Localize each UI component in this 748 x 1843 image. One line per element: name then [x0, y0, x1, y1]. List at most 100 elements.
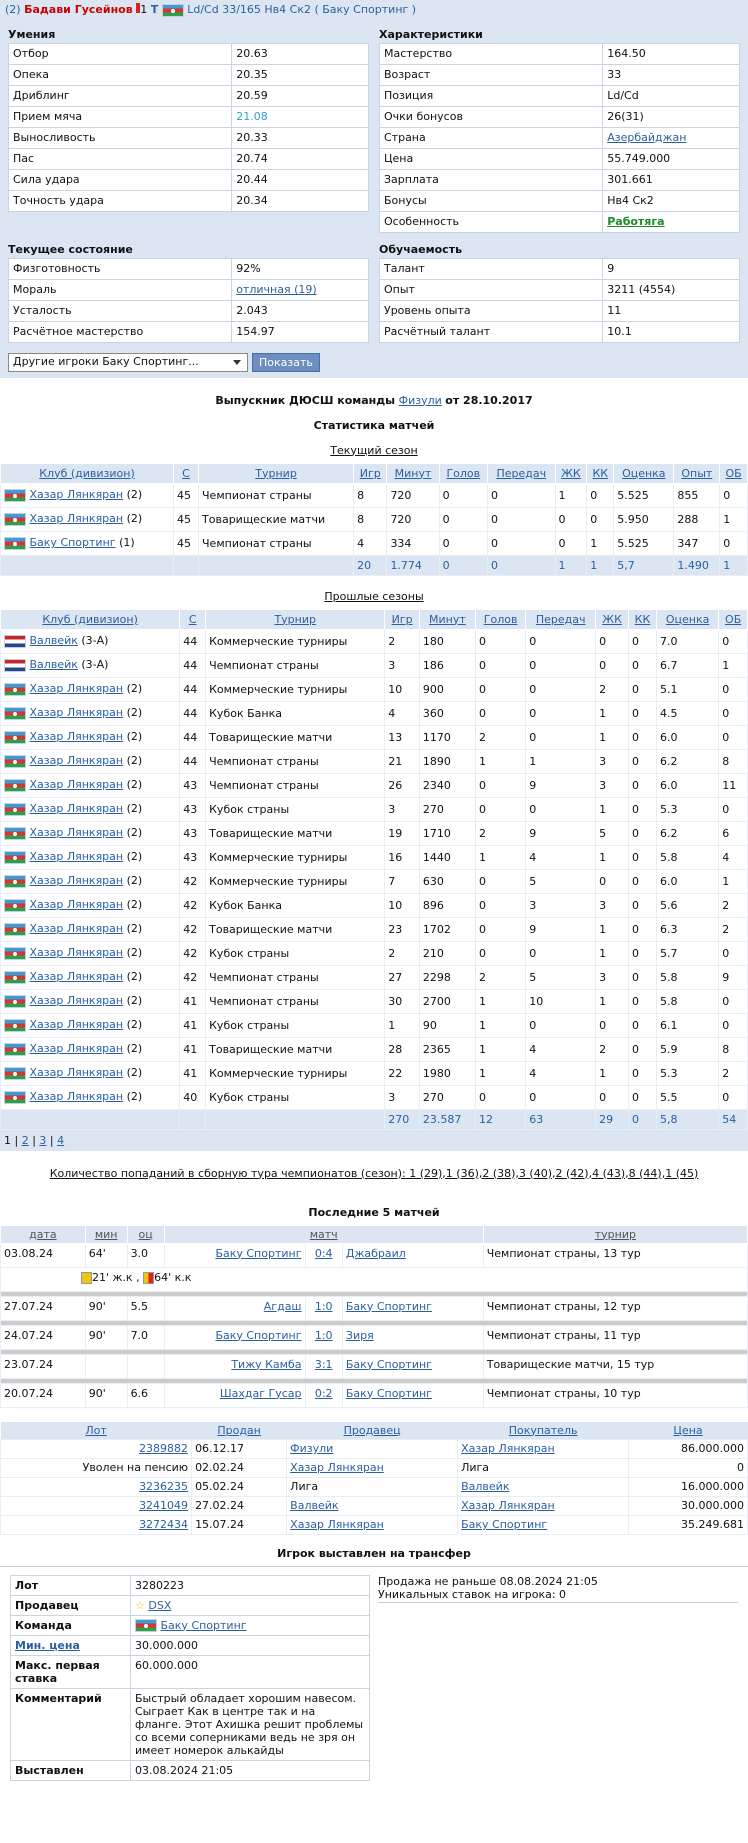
- club-link[interactable]: Хазар Лянкяран: [29, 488, 124, 502]
- cell: 2: [384, 628, 420, 654]
- club-link[interactable]: Хазар Лянкяран: [29, 850, 124, 864]
- page-3-link[interactable]: 3: [39, 1133, 47, 1147]
- club-link[interactable]: Хазар Лянкяран: [29, 778, 124, 792]
- club-link[interactable]: Хазар Лянкяран: [29, 826, 124, 840]
- club-link[interactable]: Валвейк: [29, 658, 78, 672]
- club-link[interactable]: Хазар Лянкяран: [29, 922, 124, 936]
- team-link[interactable]: Хазар Лянкяран: [290, 1518, 384, 1531]
- show-button[interactable]: Показать: [252, 352, 320, 372]
- column-header[interactable]: Турнир: [198, 462, 355, 484]
- club-link[interactable]: Хазар Лянкяран: [29, 1018, 124, 1032]
- club-link[interactable]: Хазар Лянкяран: [29, 512, 124, 526]
- grad-club-link[interactable]: Физули: [398, 393, 442, 407]
- away-team-link[interactable]: Баку Спортинг: [345, 1357, 432, 1371]
- away-team-link[interactable]: Джабраил: [345, 1246, 406, 1260]
- column-header[interactable]: Цена: [628, 1421, 748, 1439]
- kv-link[interactable]: отличная (19): [236, 283, 317, 296]
- club-link[interactable]: Хазар Лянкяран: [29, 802, 124, 816]
- kv-key: Усталость: [7, 299, 233, 322]
- club-link[interactable]: Хазар Лянкяран: [29, 1090, 124, 1104]
- column-header[interactable]: Голов: [438, 462, 489, 484]
- team-link[interactable]: Хазар Лянкяран: [461, 1499, 555, 1512]
- azerbaijan-flag-icon: [4, 1090, 26, 1104]
- team-link[interactable]: Валвейк: [290, 1499, 339, 1512]
- column-header[interactable]: Опыт: [673, 462, 721, 484]
- home-team-link[interactable]: Баку Спортинг: [215, 1246, 302, 1260]
- column-header[interactable]: Покупатель: [457, 1421, 629, 1439]
- page-4-link[interactable]: 4: [57, 1133, 65, 1147]
- club-link[interactable]: Хазар Лянкяран: [29, 754, 124, 768]
- column-header[interactable]: Клуб (дивизион): [0, 462, 174, 484]
- column-header[interactable]: С: [179, 608, 207, 630]
- cell: 3.0: [126, 1242, 165, 1268]
- column-header[interactable]: Продавец: [286, 1421, 458, 1439]
- team-link[interactable]: Хазар Лянкяран: [290, 1461, 384, 1474]
- column-header[interactable]: ЖК: [595, 608, 630, 630]
- score-link[interactable]: 3:1: [314, 1357, 333, 1371]
- team-of-tour-line[interactable]: Количество попаданий в сборную тура чемп…: [49, 1166, 699, 1180]
- kv-link[interactable]: Работяга: [607, 215, 665, 228]
- away-team-link[interactable]: Баку Спортинг: [345, 1386, 432, 1400]
- column-header[interactable]: КК: [586, 462, 615, 484]
- column-header[interactable]: Лот: [0, 1421, 192, 1439]
- column-header[interactable]: Передач: [525, 608, 597, 630]
- team-link[interactable]: Физули: [290, 1442, 334, 1455]
- team-link[interactable]: Баку Спортинг: [461, 1518, 548, 1531]
- away-team-link[interactable]: Зиря: [345, 1328, 374, 1342]
- other-players-select[interactable]: Другие игроки Баку Спортинг...: [8, 352, 248, 372]
- cell: 6.7: [655, 652, 720, 678]
- lot-link[interactable]: 3241049: [139, 1499, 189, 1512]
- column-header[interactable]: КК: [628, 608, 657, 630]
- home-team-link[interactable]: Шахдаг Гусар: [219, 1386, 302, 1400]
- column-header[interactable]: ОБ: [718, 608, 748, 630]
- home-team-link[interactable]: Баку Спортинг: [215, 1328, 302, 1342]
- score-link[interactable]: 0:4: [314, 1246, 333, 1260]
- team-link[interactable]: Баку Спортинг: [160, 1618, 247, 1632]
- team-link[interactable]: Валвейк: [461, 1480, 510, 1493]
- club-link[interactable]: Хазар Лянкяран: [29, 1042, 124, 1056]
- club-link[interactable]: Хазар Лянкяран: [29, 682, 124, 696]
- page-2-link[interactable]: 2: [21, 1133, 29, 1147]
- home-team-link[interactable]: Агдаш: [263, 1299, 302, 1313]
- seller-link[interactable]: DSX: [148, 1598, 172, 1612]
- away-team-link[interactable]: Баку Спортинг: [345, 1299, 432, 1313]
- club-link[interactable]: Баку Спортинг: [29, 536, 116, 550]
- column-header[interactable]: Турнир: [205, 608, 386, 630]
- club-link[interactable]: Хазар Лянкяран: [29, 970, 124, 984]
- cell: 0: [628, 892, 657, 918]
- club-link[interactable]: Хазар Лянкяран: [29, 874, 124, 888]
- column-header[interactable]: Оценка: [613, 462, 675, 484]
- column-header[interactable]: ОБ: [719, 462, 748, 484]
- team-link[interactable]: Хазар Лянкяран: [461, 1442, 555, 1455]
- column-header[interactable]: Игр: [384, 608, 420, 630]
- club-link[interactable]: Хазар Лянкяран: [29, 1066, 124, 1080]
- score-link[interactable]: 1:0: [314, 1299, 333, 1313]
- column-header[interactable]: Минут: [418, 608, 477, 630]
- home-team-link[interactable]: Тижу Камба: [231, 1357, 302, 1371]
- score-link[interactable]: 1:0: [314, 1328, 333, 1342]
- club-link[interactable]: Хазар Лянкяран: [29, 898, 124, 912]
- club-link[interactable]: Хазар Лянкяран: [29, 994, 124, 1008]
- cell: 0: [718, 1012, 748, 1038]
- lot-link[interactable]: 3236235: [139, 1480, 189, 1493]
- column-header[interactable]: Передач: [487, 462, 556, 484]
- player-summary[interactable]: Ld/Cd 33/165 Нв4 Ск2 ( Баку Спортинг ): [187, 3, 417, 16]
- column-header[interactable]: Голов: [474, 608, 527, 630]
- column-header[interactable]: Минут: [386, 462, 440, 484]
- column-header[interactable]: Оценка: [655, 608, 720, 630]
- column-header[interactable]: ЖК: [554, 462, 588, 484]
- player-name[interactable]: Бадави Гусейнов: [24, 3, 133, 16]
- column-header[interactable]: Игр: [353, 462, 388, 484]
- lot-link[interactable]: 3272434: [139, 1518, 189, 1531]
- club-link[interactable]: Валвейк: [29, 634, 78, 648]
- column-header[interactable]: Продан: [191, 1421, 287, 1439]
- column-header[interactable]: Клуб (дивизион): [0, 608, 181, 630]
- club-link[interactable]: Хазар Лянкяран: [29, 706, 124, 720]
- score-link[interactable]: 0:2: [314, 1386, 333, 1400]
- club-link[interactable]: Хазар Лянкяран: [29, 946, 124, 960]
- lot-link[interactable]: 2389882: [139, 1442, 189, 1455]
- kv-link[interactable]: Азербайджан: [607, 131, 687, 144]
- min-price-key[interactable]: Мин. цена: [15, 1639, 80, 1652]
- column-header[interactable]: С: [172, 462, 200, 484]
- club-link[interactable]: Хазар Лянкяран: [29, 730, 124, 744]
